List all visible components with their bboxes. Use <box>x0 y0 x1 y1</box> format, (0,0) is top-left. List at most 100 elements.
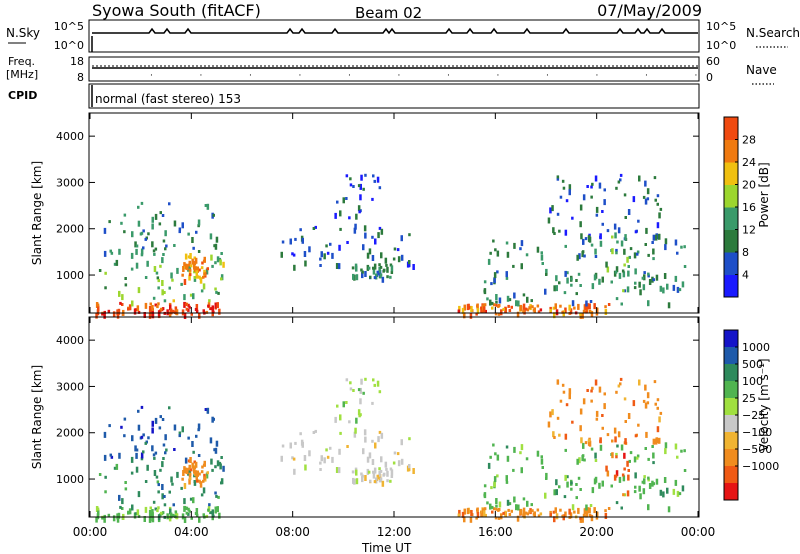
range-cell <box>651 445 654 448</box>
range-cell <box>191 462 194 469</box>
range-cell <box>162 457 165 460</box>
range-cell <box>408 260 411 266</box>
range-cell <box>116 516 120 523</box>
range-cell <box>579 284 582 287</box>
range-cell <box>96 303 100 307</box>
range-cell <box>355 213 358 220</box>
range-cell <box>617 180 621 184</box>
range-cell <box>493 476 497 483</box>
range-cell <box>672 284 676 291</box>
range-cell <box>555 285 558 292</box>
range-cell <box>161 418 165 421</box>
range-cell <box>103 514 106 518</box>
range-cell <box>458 509 461 516</box>
range-cell <box>372 378 375 382</box>
range-cell <box>554 507 557 514</box>
range-cell <box>585 310 588 314</box>
range-cell <box>639 289 642 296</box>
range-cell <box>187 512 190 516</box>
range-cell <box>666 283 669 290</box>
range-cell <box>565 199 569 203</box>
range-cell <box>140 435 144 439</box>
range-cell <box>121 294 124 301</box>
range-cell <box>212 310 215 314</box>
range-cell <box>319 257 322 261</box>
range-cell <box>118 248 121 255</box>
range-cell <box>676 455 679 459</box>
range-cell <box>564 448 567 452</box>
range-cell <box>552 306 556 310</box>
range-cell <box>161 214 165 217</box>
range-cell <box>291 456 294 460</box>
range-cell <box>539 512 543 516</box>
range-cell <box>193 262 197 266</box>
range-cell <box>345 378 349 382</box>
range-cell <box>585 510 589 517</box>
range-cell <box>599 437 602 444</box>
range-cell <box>579 221 582 228</box>
range-cell <box>619 377 623 381</box>
range-cell <box>212 213 215 217</box>
range-cell <box>674 443 678 450</box>
range-cell <box>168 506 172 510</box>
range-cell <box>213 448 216 452</box>
range-cell <box>219 259 222 266</box>
range-cell <box>304 464 307 471</box>
range-cell <box>589 504 593 507</box>
range-cell <box>96 507 100 511</box>
range-cell <box>151 216 154 223</box>
range-cell <box>470 306 473 312</box>
range-cell <box>617 431 621 438</box>
range-cell <box>622 271 626 278</box>
range-cell <box>188 305 191 309</box>
range-cell <box>461 511 465 518</box>
range-cell <box>359 387 362 394</box>
range-cell <box>457 513 461 517</box>
range-cell <box>292 457 296 461</box>
range-cell <box>528 510 531 514</box>
range-cell <box>584 303 587 310</box>
y-tick-label: 4000 <box>56 334 84 347</box>
range-cell <box>163 299 167 303</box>
range-cell <box>623 452 626 459</box>
range-cell <box>181 426 184 433</box>
colorbar-segment <box>724 184 738 208</box>
range-cell <box>293 468 296 475</box>
range-cell <box>652 438 656 445</box>
range-cell <box>615 248 618 252</box>
range-cell <box>581 251 584 258</box>
range-cell <box>189 293 193 297</box>
range-cell <box>349 381 352 385</box>
freq-dip-mark: · <box>200 71 203 81</box>
range-cell <box>577 303 580 310</box>
range-cell <box>494 516 498 520</box>
range-cell <box>124 283 128 287</box>
range-cell <box>130 267 134 271</box>
range-cell <box>123 417 127 421</box>
freq-label-1: Freq. <box>8 55 35 68</box>
range-cell <box>614 474 618 478</box>
range-cell <box>362 244 365 251</box>
range-cell <box>634 230 638 234</box>
range-cell <box>352 389 355 392</box>
range-cell <box>379 273 383 277</box>
range-cell <box>531 305 534 309</box>
range-cell <box>396 248 400 252</box>
range-cell <box>140 452 144 459</box>
range-cell <box>153 266 157 272</box>
range-cell <box>638 485 641 492</box>
range-cell <box>656 426 660 433</box>
range-cell <box>489 503 492 510</box>
range-cell <box>626 286 630 293</box>
range-cell <box>163 291 166 294</box>
range-cell <box>184 253 188 260</box>
range-cell <box>662 287 665 294</box>
range-cell <box>363 225 367 232</box>
range-cell <box>505 241 509 245</box>
range-cell <box>505 445 509 449</box>
range-cell <box>505 271 508 278</box>
range-cell <box>123 213 127 217</box>
range-cell <box>626 256 629 263</box>
range-cell <box>664 448 667 455</box>
range-cell <box>594 452 597 459</box>
